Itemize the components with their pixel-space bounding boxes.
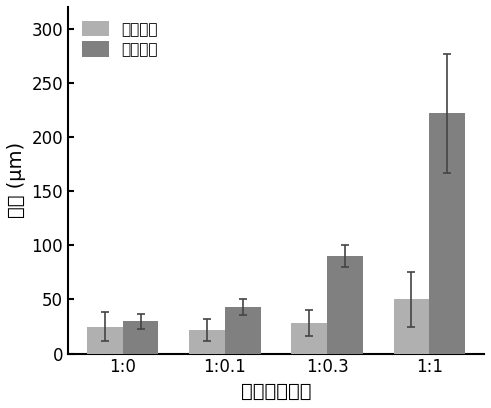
Bar: [123, 321, 159, 354]
Bar: [429, 113, 465, 354]
Bar: [394, 299, 429, 354]
Bar: [327, 256, 363, 354]
Legend: 浸泡之前, 浸泡之后: 浸泡之前, 浸泡之后: [76, 15, 164, 63]
Bar: [291, 323, 327, 354]
Y-axis label: 厚度 (μm): 厚度 (μm): [7, 142, 26, 218]
X-axis label: 不同比例样品: 不同比例样品: [241, 382, 311, 401]
Bar: [189, 330, 225, 354]
Bar: [87, 326, 123, 354]
Bar: [225, 307, 261, 354]
